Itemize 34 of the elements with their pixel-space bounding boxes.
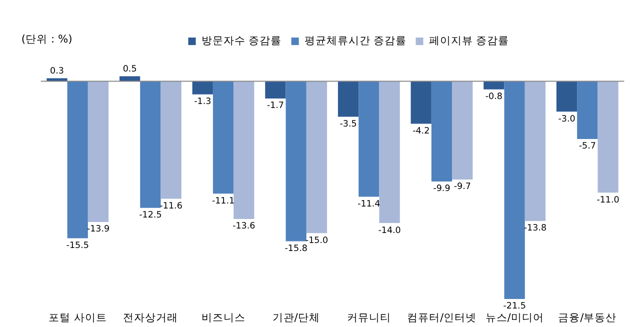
x-tick-label: 기관/단체 [272, 311, 320, 324]
data-label: -15.0 [305, 236, 328, 246]
data-label: -4.2 [412, 126, 430, 137]
data-label: -1.3 [194, 97, 212, 108]
data-label: 0.5 [122, 64, 137, 74]
legend-label: 페이지뷰 증감률 [428, 34, 510, 48]
data-label: -11.6 [160, 201, 183, 212]
data-label: -15.5 [66, 240, 89, 251]
data-label: -9.9 [433, 184, 450, 194]
data-label: -0.8 [485, 92, 502, 102]
data-label: -13.6 [232, 222, 256, 232]
data-label: 0.3 [50, 66, 64, 76]
text: (단위 : %) [21, 32, 72, 46]
data-label: -11.4 [358, 199, 381, 210]
data-label: -5.7 [578, 142, 596, 152]
data-label: -11.0 [596, 195, 620, 206]
x-tick-label: 컴퓨터/인터넷 [406, 311, 477, 324]
data-label: -11.1 [212, 196, 235, 206]
legend-label: 평균체류시간 증감률 [304, 34, 407, 48]
x-tick-label: 포털 사이트 [48, 311, 107, 324]
x-tick-label: 전자상거래 [122, 311, 178, 324]
data-label: -12.5 [139, 210, 162, 221]
data-label: -9.7 [454, 182, 471, 192]
x-tick-label: 비즈니스 [201, 311, 246, 324]
data-label: -3.5 [340, 119, 357, 130]
x-tick-label: 뉴스/미디어 [485, 311, 544, 324]
data-label: -14.0 [378, 226, 401, 236]
data-label: -1.7 [266, 101, 284, 112]
data-label: -15.8 [284, 244, 308, 254]
x-tick-label: 커뮤니티 [346, 311, 391, 324]
legend-label: 방문자수 증감률 [201, 34, 282, 48]
x-tick-label: 금융/부동산 [558, 311, 617, 324]
data-label: -3.0 [558, 114, 576, 124]
data-label: -21.5 [503, 302, 526, 312]
